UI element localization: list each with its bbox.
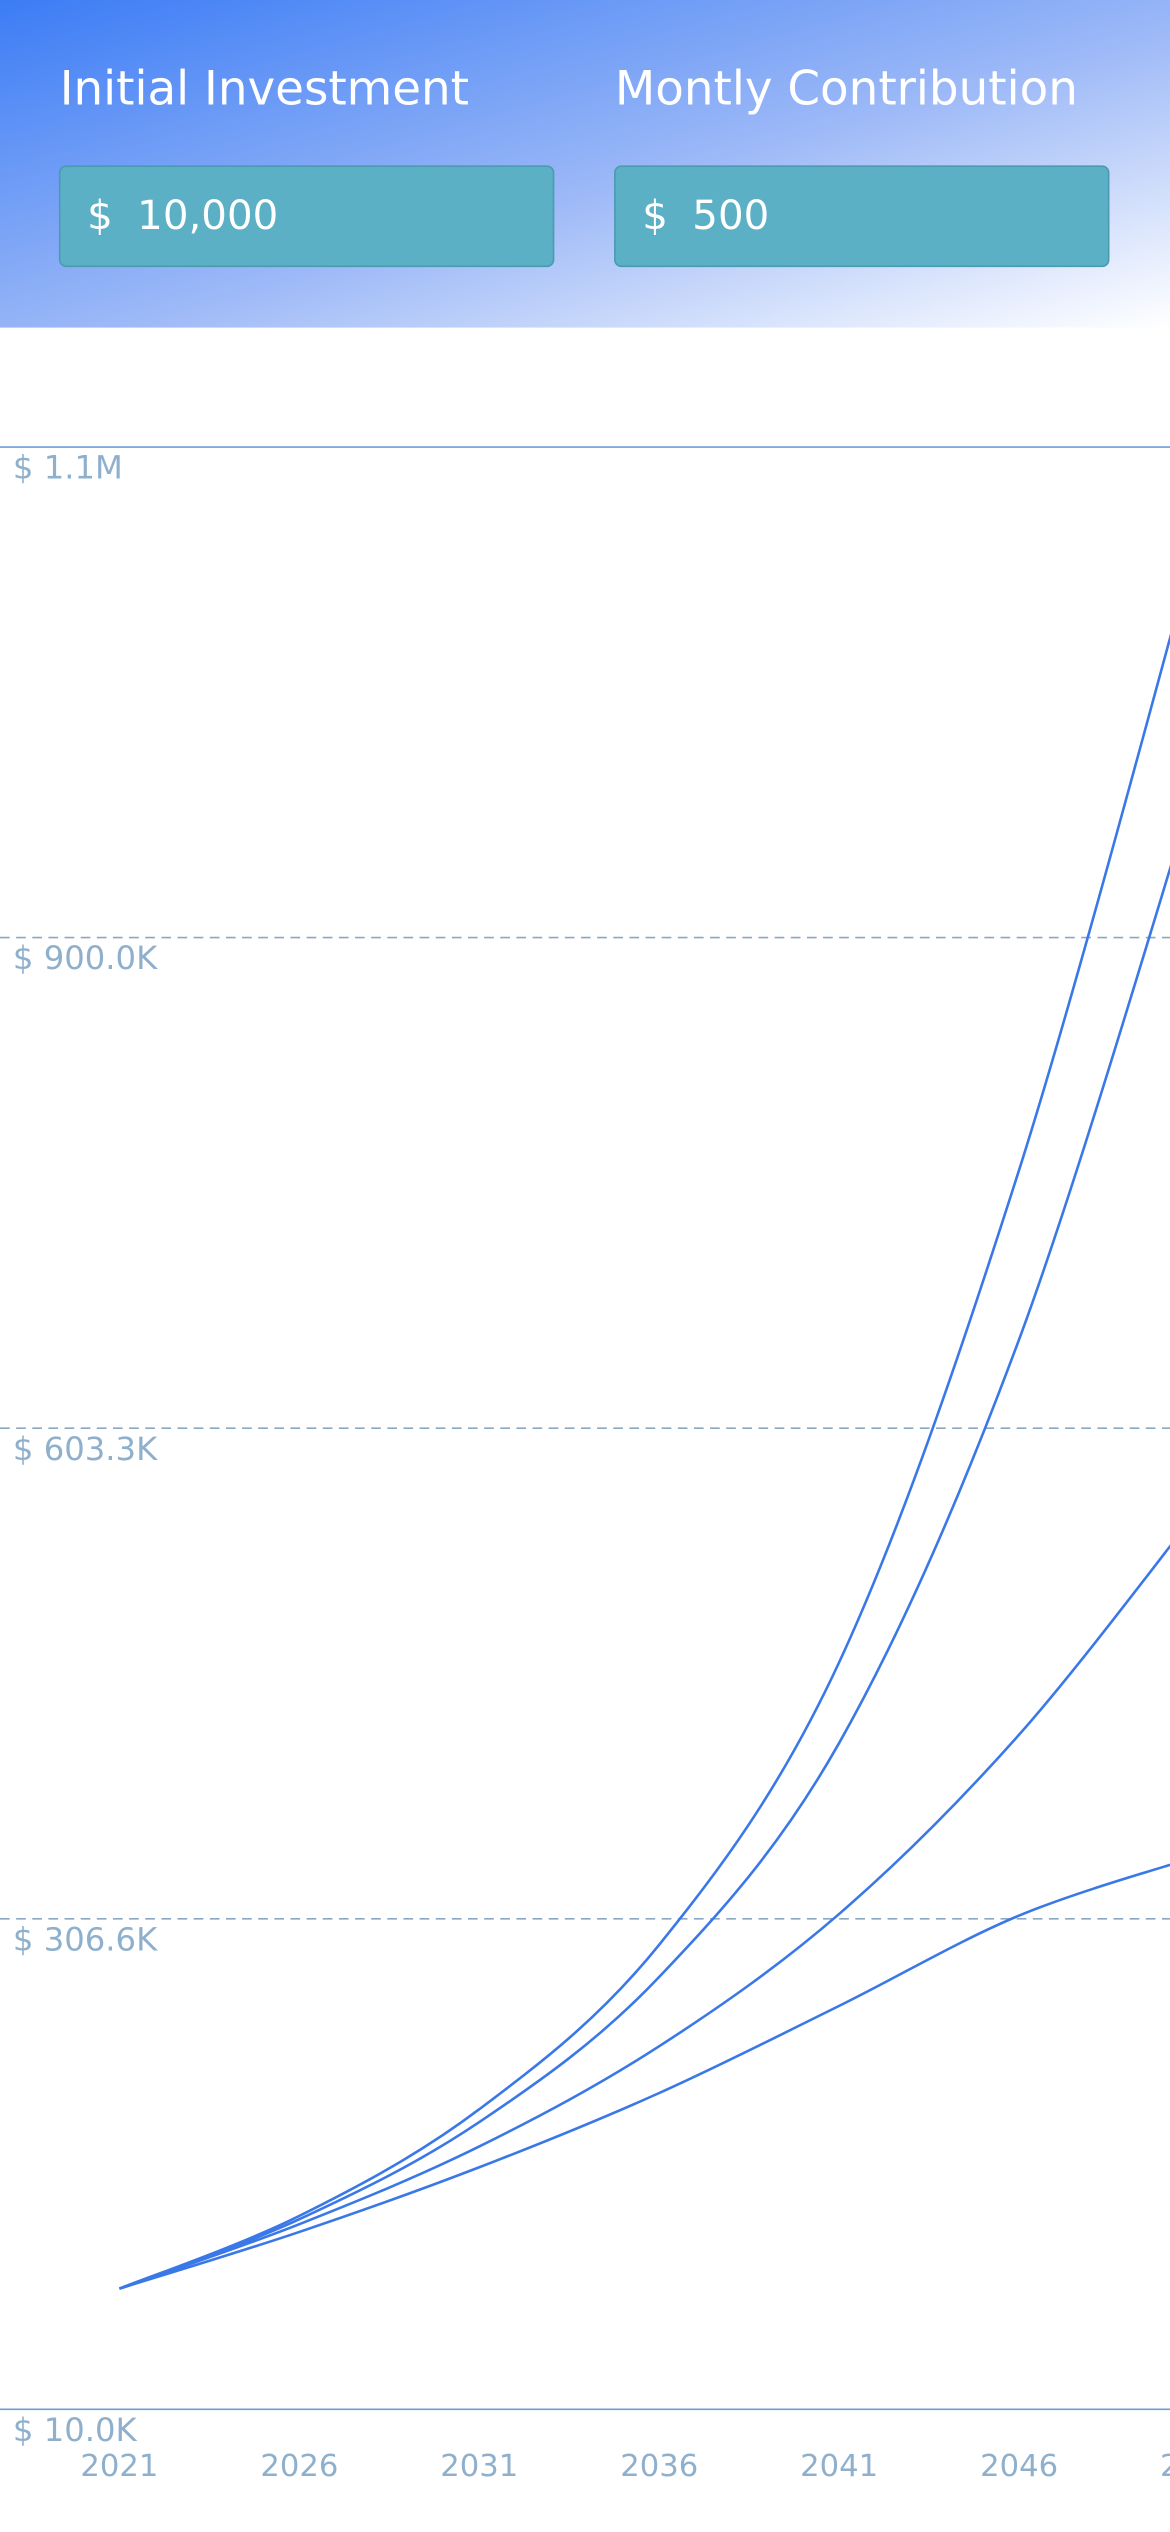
input-field[interactable]: $ 500 <box>614 165 1110 268</box>
chart: $ 10.0K $ 306.6K $ 603.3K $ 900.0K $ 1.1M <box>0 446 1170 2449</box>
line <box>118 1544 1170 2290</box>
x-tick-label: 2036 <box>620 2449 698 2484</box>
line <box>119 1863 1170 2290</box>
x-tick-label: 2026 <box>260 2449 338 2484</box>
field-label: Initial Investment <box>60 62 469 116</box>
x-tick-label: 2051 <box>1160 2449 1170 2484</box>
y-tick-label: $ 1.1M <box>13 449 123 487</box>
input-value[interactable]: 500 <box>692 192 769 239</box>
y-tick-label: $ 306.6K <box>13 1920 158 1958</box>
header-background <box>0 0 1170 328</box>
line <box>118 633 1170 2290</box>
input-field[interactable]: $ 10,000 <box>58 165 555 268</box>
field-label: Montly Contribution <box>615 62 1078 116</box>
input-box[interactable] <box>58 165 555 268</box>
y-tick-label: $ 10.0K <box>13 2411 138 2449</box>
input-value[interactable]: 10,000 <box>137 192 278 239</box>
y-tick-label: $ 603.3K <box>13 1430 158 1468</box>
x-tick-label: 2021 <box>80 2449 158 2484</box>
line <box>118 864 1170 2290</box>
y-tick-label: $ 900.0K <box>13 939 158 977</box>
x-tick-label: 2041 <box>800 2449 878 2484</box>
x-tick-label: 2046 <box>980 2449 1058 2484</box>
input-box[interactable] <box>614 165 1110 268</box>
currency-symbol: $ <box>642 192 668 239</box>
x-tick-label: 2031 <box>440 2449 518 2484</box>
currency-symbol: $ <box>87 192 113 239</box>
